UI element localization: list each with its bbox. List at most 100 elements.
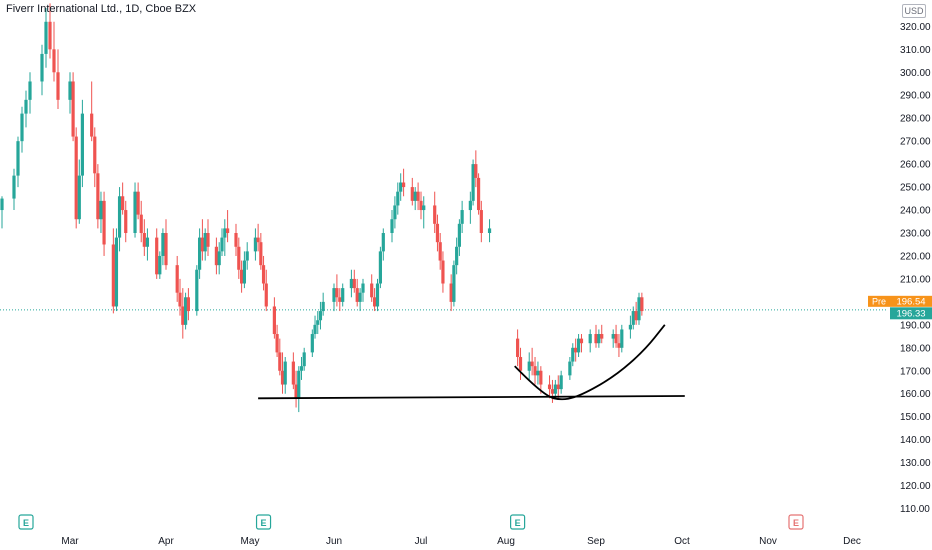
support-trendline [258, 395, 685, 400]
candle-body [634, 311, 638, 321]
candle-body [487, 228, 492, 234]
candle-body [338, 297, 342, 302]
x-tick-label: Dec [843, 536, 861, 547]
candle-body [242, 260, 246, 284]
y-tick-label: 240.00 [900, 206, 931, 217]
candle-body [441, 260, 445, 284]
candle-body [594, 334, 598, 344]
candle-body [628, 324, 632, 330]
candle-body [175, 265, 179, 293]
candle-body [476, 177, 481, 211]
candle-body [373, 297, 377, 307]
candle-body [275, 334, 279, 353]
candle-body [302, 352, 306, 367]
candle-body [68, 81, 72, 100]
candle-body [99, 200, 103, 220]
candle-body [361, 283, 365, 293]
candle-body [413, 191, 417, 201]
x-tick-label: Oct [674, 536, 690, 547]
candle-body [518, 356, 523, 371]
candle-body [527, 361, 531, 371]
candle-body [102, 200, 106, 245]
candle-body [468, 200, 472, 211]
y-tick-label: 190.00 [900, 320, 931, 331]
candle-body [474, 164, 478, 178]
y-tick-label: 260.00 [900, 160, 931, 171]
candle-body [530, 361, 534, 367]
candle-body [261, 265, 266, 284]
candle-body [419, 200, 423, 211]
candle-body [318, 311, 323, 321]
pre-value: 196.54 [896, 296, 925, 307]
x-tick-label: Jul [415, 536, 428, 547]
candle-body [178, 292, 182, 307]
candle-body [553, 384, 557, 394]
y-tick-label: 280.00 [900, 114, 931, 125]
candle-body [155, 237, 159, 275]
candle-body [352, 278, 356, 289]
candle-body [111, 244, 115, 307]
candle-body [416, 191, 420, 201]
candle-body [396, 191, 400, 206]
candle-body [272, 306, 276, 335]
x-tick-label: Mar [61, 536, 79, 547]
candle-body [48, 21, 52, 50]
earnings-marker [18, 514, 34, 530]
earnings-marker-label: E [261, 518, 267, 528]
currency-button[interactable]: USD [902, 4, 926, 18]
candle-body [237, 246, 241, 270]
y-tick-label: 320.00 [900, 22, 931, 33]
candle-body [399, 182, 403, 192]
candle-body [184, 297, 188, 325]
candle-body [321, 301, 325, 312]
candle-body [516, 338, 520, 357]
candle-body [217, 251, 221, 266]
cup-curve-drawing [514, 324, 666, 401]
candle-body [579, 338, 584, 344]
candle-body [124, 210, 128, 234]
candle-body [259, 242, 263, 266]
candle-body [240, 269, 244, 284]
candle-body [550, 389, 555, 394]
candle-body [536, 370, 540, 376]
candle-body [617, 343, 621, 348]
candle-body [597, 334, 601, 344]
candle-body [378, 251, 382, 284]
candle-body [455, 246, 459, 266]
candle-body [358, 292, 362, 302]
candle-body [20, 113, 24, 142]
candle-body [533, 366, 537, 376]
candle-body [226, 228, 230, 234]
candle-body [576, 338, 581, 353]
candle-body [588, 334, 592, 344]
candle-body [370, 283, 374, 298]
candle-body [600, 334, 604, 339]
axis-layer: 110.00 120.00 130.00 140.00 150.00 160.00 170.… [61, 22, 932, 547]
x-tick-label: Sep [587, 536, 605, 547]
candle-body [316, 320, 320, 325]
x-tick-label: May [241, 536, 260, 547]
y-tick-label: 160.00 [900, 389, 931, 400]
candle-body [299, 366, 304, 371]
candle-body [422, 205, 426, 211]
y-tick-label: 290.00 [900, 91, 931, 102]
pre-value-badge [890, 295, 932, 307]
candle-body [80, 113, 84, 176]
y-tick-label: 220.00 [900, 251, 931, 262]
candle-body [438, 242, 442, 261]
candle-body [452, 265, 456, 302]
candle-body [341, 288, 345, 302]
candle-body [136, 191, 140, 215]
candle-body [206, 233, 210, 247]
candle-body [12, 175, 16, 199]
candle-body [139, 214, 143, 234]
candle-body [24, 99, 28, 114]
candle-body [220, 237, 224, 252]
candle-body [186, 297, 190, 312]
y-tick-label: 210.00 [900, 274, 931, 285]
candle-body [313, 324, 317, 335]
y-tick-label: 230.00 [900, 229, 931, 240]
